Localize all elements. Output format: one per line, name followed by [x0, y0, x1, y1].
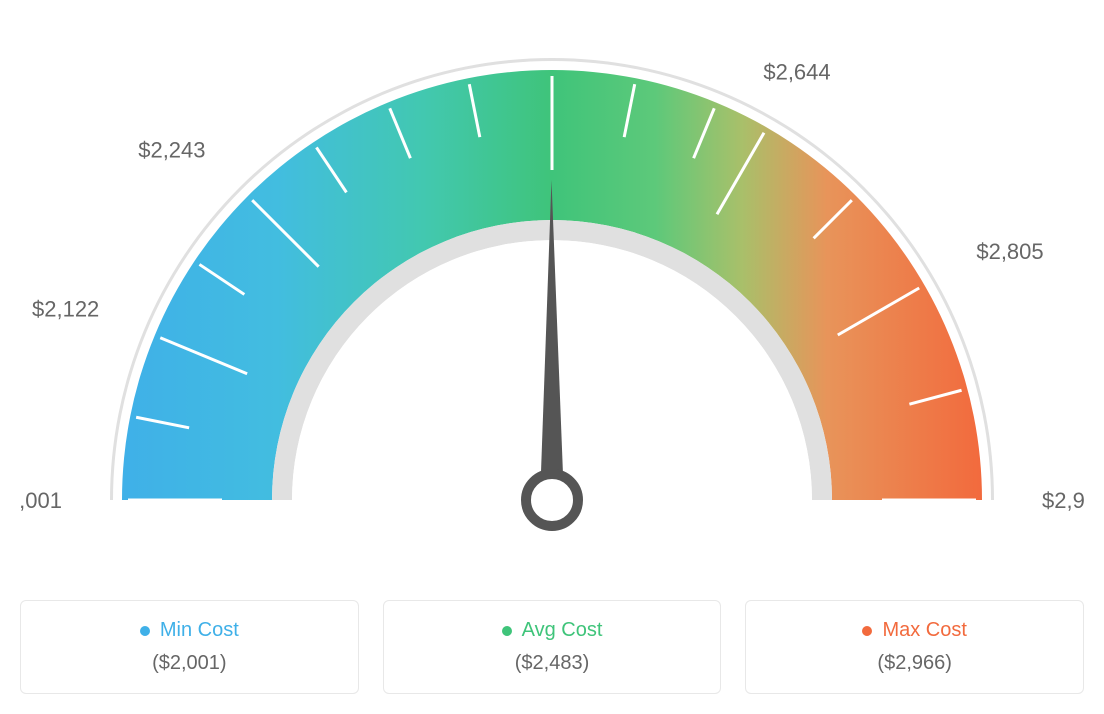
- legend-avg-title: Avg Cost: [522, 619, 603, 642]
- avg-dot: [502, 626, 512, 636]
- svg-text:$2,243: $2,243: [138, 138, 205, 163]
- legend-avg-value: ($2,483): [408, 652, 697, 675]
- legend-min-card: Min Cost ($2,001): [20, 600, 359, 694]
- legend-row: Min Cost ($2,001) Avg Cost ($2,483) Max …: [20, 600, 1084, 694]
- legend-max-card: Max Cost ($2,966): [745, 600, 1084, 694]
- svg-text:$2,644: $2,644: [763, 60, 830, 85]
- max-dot: [862, 626, 872, 636]
- cost-gauge: $2,001$2,122$2,243$2,483$2,644$2,805$2,9…: [20, 20, 1084, 580]
- legend-max-title: Max Cost: [882, 619, 966, 642]
- legend-max-value: ($2,966): [770, 652, 1059, 675]
- min-dot: [140, 626, 150, 636]
- legend-min-title: Min Cost: [160, 619, 239, 642]
- svg-text:$2,001: $2,001: [20, 488, 62, 513]
- svg-text:$2,805: $2,805: [976, 239, 1043, 264]
- legend-min-value: ($2,001): [45, 652, 334, 675]
- legend-avg-card: Avg Cost ($2,483): [383, 600, 722, 694]
- svg-text:$2,122: $2,122: [32, 296, 99, 321]
- svg-text:$2,966: $2,966: [1042, 488, 1084, 513]
